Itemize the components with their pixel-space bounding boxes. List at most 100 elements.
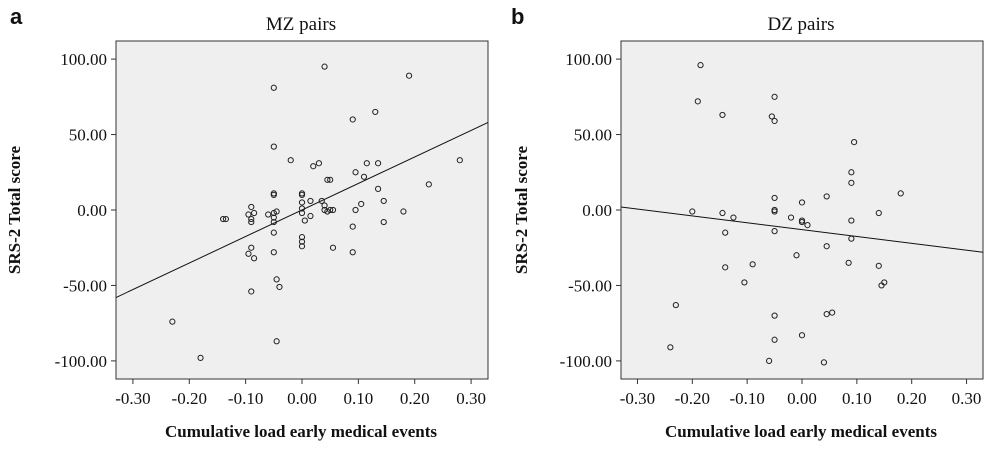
data-point	[823, 311, 830, 318]
data-point	[270, 143, 277, 150]
data-point	[768, 113, 775, 120]
data-point	[798, 332, 806, 339]
panel-a: a MZ pairs 100.0050.000.00-50.00-100.00 …	[5, 4, 489, 441]
x-tick-label: 0.00	[287, 389, 317, 408]
panel-a-y-ticks: 100.00 50.00 0.00 -50.00 -100.00	[55, 50, 116, 371]
panel-b-x-axis-label: Cumulative load early medical events	[665, 422, 937, 441]
x-tick-label: 0.30	[952, 389, 982, 408]
data-point	[719, 111, 726, 119]
data-point	[358, 200, 365, 208]
panel-b-points	[667, 62, 904, 366]
data-point	[881, 279, 888, 286]
data-point	[694, 98, 701, 105]
data-point	[771, 228, 778, 235]
data-point	[820, 359, 828, 366]
data-point	[719, 209, 726, 217]
data-point	[248, 203, 255, 211]
data-point	[248, 244, 255, 251]
data-point	[672, 301, 679, 309]
x-tick-label: -0.20	[172, 389, 207, 408]
y-tick-label: 100.00	[60, 50, 107, 69]
data-point	[329, 206, 337, 214]
data-point	[270, 249, 277, 256]
data-point	[298, 191, 306, 199]
data-point	[287, 157, 294, 164]
data-point	[848, 235, 855, 242]
data-point	[851, 138, 858, 146]
data-point	[823, 243, 830, 250]
data-point	[276, 283, 283, 291]
data-point	[248, 288, 255, 295]
data-point	[273, 276, 280, 283]
data-point	[248, 215, 255, 223]
data-point	[352, 206, 359, 214]
data-point	[197, 354, 204, 361]
panel-b-plot-area	[620, 40, 984, 380]
data-point	[372, 108, 379, 116]
data-point	[875, 262, 882, 269]
data-point	[349, 116, 356, 123]
y-tick-label: -50.00	[568, 276, 612, 295]
data-point	[697, 62, 704, 69]
x-tick-label: 0.30	[456, 389, 486, 408]
data-point	[722, 229, 729, 236]
data-point	[765, 357, 773, 364]
data-point	[798, 199, 806, 206]
data-point	[848, 169, 855, 176]
data-point	[771, 208, 778, 215]
panel-b-letter: b	[511, 4, 524, 29]
panel-a-x-axis-label: Cumulative load early medical events	[165, 422, 437, 441]
data-point	[329, 244, 337, 251]
x-tick-label: -0.30	[620, 389, 655, 408]
data-point	[771, 312, 778, 319]
data-point	[298, 234, 306, 241]
data-point	[400, 208, 407, 215]
data-point	[169, 318, 176, 325]
data-point	[307, 197, 314, 205]
y-tick-label: 100.00	[565, 50, 612, 69]
data-point	[327, 206, 334, 214]
data-point	[327, 176, 334, 183]
x-tick-label: 0.20	[897, 389, 927, 408]
data-point	[321, 63, 328, 70]
data-point	[897, 190, 904, 197]
x-tick-label: -0.10	[228, 389, 263, 408]
panel-a-letter: a	[10, 4, 23, 29]
panel-b-y-ticks: 100.00 50.00 0.00 -50.00 -100.00	[560, 50, 621, 371]
data-point	[374, 160, 382, 167]
data-point	[248, 218, 255, 226]
data-point	[219, 215, 227, 223]
data-point	[771, 194, 778, 202]
data-point	[848, 179, 855, 186]
data-point	[301, 217, 308, 224]
data-point	[310, 163, 317, 170]
data-point	[324, 176, 331, 183]
data-point	[380, 197, 387, 205]
data-point	[349, 223, 356, 230]
panel-a-title: MZ pairs	[266, 14, 336, 35]
y-tick-label: 50.00	[574, 126, 612, 145]
data-point	[741, 279, 748, 286]
data-point	[318, 197, 325, 205]
data-point	[298, 243, 306, 250]
data-point	[270, 191, 277, 199]
data-point	[749, 261, 756, 268]
panel-b-title: DZ pairs	[767, 14, 834, 35]
y-tick-label: 0.00	[77, 201, 107, 220]
data-point	[798, 218, 806, 226]
data-point	[793, 252, 800, 259]
data-point	[298, 209, 306, 217]
panel-b: b DZ pairs 100.0050.000.00-50.00-100.00 …	[511, 4, 984, 441]
y-tick-label: 50.00	[69, 126, 107, 145]
data-point	[787, 214, 795, 221]
data-point	[250, 209, 258, 217]
data-point	[245, 250, 252, 257]
data-point	[730, 214, 737, 221]
data-point	[321, 202, 328, 209]
panel-b-y-axis-label: SRS-2 Total score	[512, 145, 531, 274]
data-point	[298, 199, 306, 206]
x-tick-label: -0.20	[675, 389, 710, 408]
data-point	[374, 185, 382, 192]
data-point	[270, 229, 277, 236]
